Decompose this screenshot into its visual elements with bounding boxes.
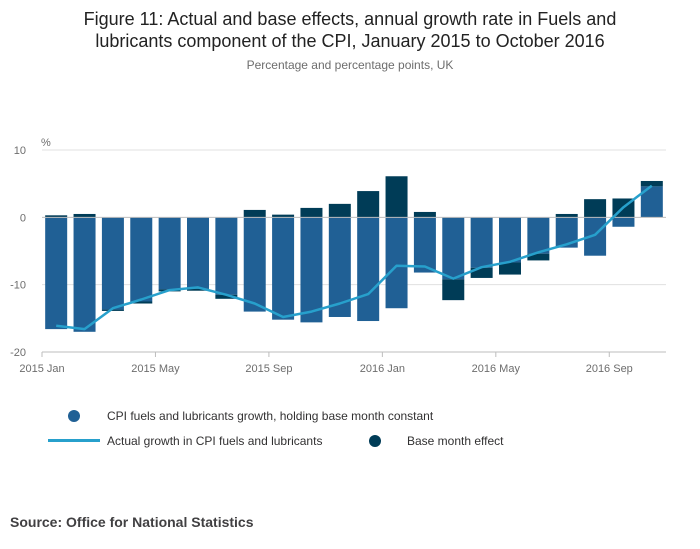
series-line-actual [56, 184, 653, 331]
bar-constant [45, 217, 68, 330]
y-tick-label: 0 [20, 212, 26, 224]
bar-constant [272, 217, 295, 320]
bar-constant [101, 217, 124, 310]
bar-base-effect [470, 267, 493, 278]
bar-constant [215, 217, 238, 295]
bar-constant [413, 217, 436, 273]
bar-constant [584, 217, 607, 256]
bar-base-effect [413, 211, 436, 218]
y-tick-label: 10 [14, 145, 26, 157]
bar-constant [357, 217, 380, 322]
bar-base-effect [640, 180, 663, 187]
x-tick-label: 2016 Sep [586, 363, 633, 375]
bar-constant [499, 217, 521, 263]
chart-title: Figure 11: Actual and base effects, annu… [0, 8, 700, 52]
bar-constant [555, 217, 578, 248]
bar-base-effect [130, 301, 153, 304]
bar-base-effect [215, 294, 238, 299]
bar-constant [130, 217, 153, 302]
legend-actual-swatch [48, 439, 100, 442]
bar-base-effect [272, 214, 295, 218]
bar-base-effect [527, 253, 550, 261]
legend-base-swatch [369, 435, 381, 447]
y-axis-unit-label: % [41, 137, 51, 149]
bar-constant [73, 217, 96, 332]
bar-base-effect [499, 262, 521, 275]
bar-base-effect [243, 209, 266, 218]
bar-base-effect [101, 309, 124, 311]
bar-base-effect [300, 207, 323, 218]
bar-constant [640, 186, 663, 218]
bar-base-effect [584, 199, 607, 218]
legend-constant-label: CPI fuels and lubricants growth, holding… [107, 409, 434, 423]
source-note: Source: Office for National Statistics [10, 514, 254, 530]
chart-title-line2: lubricants component of the CPI, January… [95, 31, 605, 51]
bar-base-effect [442, 279, 465, 301]
bar-base-effect [45, 215, 68, 218]
bar-constant [470, 217, 493, 268]
bar-constant [442, 217, 465, 280]
bar-constant [243, 217, 266, 312]
bar-constant [527, 217, 550, 254]
legend-constant-swatch [68, 410, 80, 422]
bar-base-effect [555, 213, 578, 218]
legend-base-label: Base month effect [407, 434, 504, 448]
bar-constant [300, 217, 323, 323]
bar-constant [328, 217, 351, 317]
x-tick-label: 2016 Jan [360, 363, 405, 375]
bar-base-effect [385, 176, 408, 218]
x-tick-label: 2015 Sep [245, 363, 292, 375]
bar-constant [158, 217, 181, 290]
chart-svg: 10 0 -10 -20% 2015 Jan 2015 May 2015 Sep 2016 J… [10, 137, 666, 375]
bar-constant [187, 217, 209, 289]
chart-title-line1: Figure 11: Actual and base effects, annu… [83, 9, 617, 29]
x-tick-label: 2015 May [131, 363, 180, 375]
bar-base-effect [73, 213, 96, 218]
chart-subtitle: Percentage and percentage points, UK [246, 58, 454, 72]
x-tick-label: 2015 Jan [19, 363, 64, 375]
x-tick-label: 2016 May [472, 363, 521, 375]
bar-constant [612, 217, 635, 227]
legend-actual-label: Actual growth in CPI fuels and lubricant… [107, 434, 323, 448]
bar-base-effect [357, 191, 380, 218]
y-tick-label: -20 [10, 347, 26, 359]
bar-base-effect [328, 203, 351, 218]
y-tick-label: -10 [10, 280, 26, 292]
bar-constant [385, 217, 408, 309]
bar-base-effect [187, 288, 209, 291]
